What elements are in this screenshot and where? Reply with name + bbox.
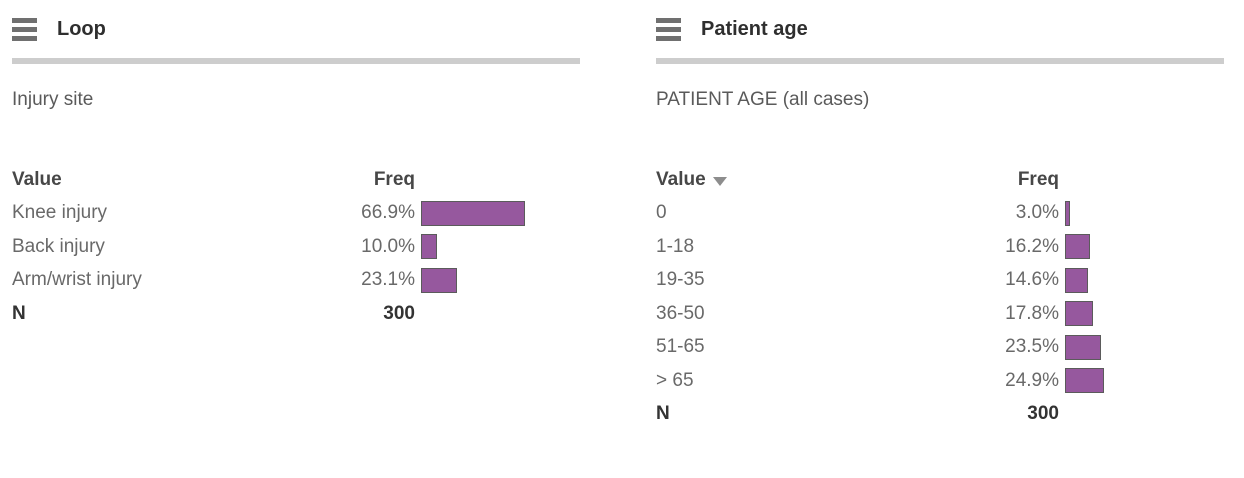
table-row: 36-50 17.8% (656, 297, 1224, 331)
hamburger-icon (12, 17, 37, 41)
row-label: 36-50 (656, 302, 705, 324)
row-label: 51-65 (656, 336, 705, 358)
row-freq: 17.8% (1005, 302, 1059, 324)
widget-subtitle: PATIENT AGE (all cases) (656, 89, 870, 110)
freq-bar (421, 200, 525, 226)
table-rows: 0 3.0% 1-18 16.2% 19-35 14.6% 36-50 17.8… (656, 197, 1224, 398)
row-freq: 16.2% (1005, 235, 1059, 257)
freq-column-header[interactable]: Freq (1017, 168, 1059, 190)
sort-descending-icon (712, 176, 727, 186)
row-freq: 66.9% (361, 202, 415, 224)
divider (656, 58, 1224, 64)
row-freq: 23.1% (361, 269, 415, 291)
freq-bar-cell (1065, 334, 1102, 360)
freq-bar-cell (1065, 234, 1091, 260)
n-total-row: N 300 (656, 398, 1224, 432)
table-rows: Knee injury 66.9% Back injury 10.0% Arm/… (12, 197, 580, 298)
table-header-row: Value Freq (656, 163, 1224, 197)
hamburger-icon (656, 17, 681, 41)
table-row: > 65 24.9% (656, 364, 1224, 398)
row-label: Back injury (12, 235, 105, 257)
widget-header: Patient age (656, 16, 1224, 42)
widget-panel-patient-age: Patient age PATIENT AGE (all cases) Valu… (656, 0, 1224, 431)
table-header-row: Value Freq (12, 163, 580, 197)
n-value: 300 (383, 302, 415, 324)
table-row: 1-18 16.2% (656, 230, 1224, 264)
widget-panel-loop: Loop Injury site Value Freq Knee injury … (12, 0, 580, 331)
freq-bar-cell (1065, 368, 1104, 394)
freq-bar-cell (1065, 267, 1088, 293)
freq-bar (1065, 200, 1070, 226)
row-label: 0 (656, 202, 667, 224)
freq-bar (1065, 301, 1093, 327)
value-column-header-label: Value (656, 168, 706, 190)
row-label: Knee injury (12, 202, 108, 224)
freq-bar (1065, 368, 1104, 394)
freq-table: Value Freq 0 3.0% 1-18 16.2% 19-35 14.6%… (656, 163, 1224, 431)
table-row: 51-65 23.5% (656, 331, 1224, 365)
freq-bar (1065, 267, 1088, 293)
widget-subtitle: Injury site (12, 89, 94, 110)
row-label: > 65 (656, 369, 694, 391)
row-label: Arm/wrist injury (12, 269, 142, 291)
freq-bar (1065, 234, 1091, 260)
widget-menu-button[interactable] (656, 17, 681, 41)
table-row: 0 3.0% (656, 197, 1224, 231)
table-row: Knee injury 66.9% (12, 197, 580, 231)
freq-bar (1065, 334, 1102, 360)
widget-title: Loop (57, 17, 106, 40)
freq-column-header[interactable]: Freq (373, 168, 415, 190)
n-label: N (656, 403, 670, 425)
row-label: 1-18 (656, 235, 695, 257)
value-column-header-label: Value (12, 168, 62, 190)
value-column-header[interactable]: Value (656, 169, 996, 191)
widget-title: Patient age (701, 17, 808, 40)
table-row: Arm/wrist injury 23.1% (12, 264, 580, 298)
freq-bar (421, 267, 457, 293)
n-total-row: N 300 (12, 297, 580, 331)
value-column-header[interactable]: Value (12, 169, 352, 191)
row-freq: 24.9% (1005, 369, 1059, 391)
table-row: Back injury 10.0% (12, 230, 580, 264)
n-value: 300 (1027, 403, 1059, 425)
row-freq: 14.6% (1005, 269, 1059, 291)
freq-bar-cell (421, 234, 437, 260)
freq-bar-cell (1065, 200, 1070, 226)
freq-bar-cell (421, 200, 525, 226)
freq-bar-cell (1065, 301, 1093, 327)
freq-bar-cell (421, 267, 457, 293)
n-label: N (12, 302, 26, 324)
row-label: 19-35 (656, 269, 705, 291)
row-freq: 23.5% (1005, 336, 1059, 358)
divider (12, 58, 580, 64)
widget-header: Loop (12, 16, 580, 42)
freq-bar (421, 234, 437, 260)
row-freq: 3.0% (1015, 202, 1059, 224)
freq-table: Value Freq Knee injury 66.9% Back injury… (12, 163, 580, 331)
row-freq: 10.0% (361, 235, 415, 257)
table-row: 19-35 14.6% (656, 264, 1224, 298)
widget-menu-button[interactable] (12, 17, 37, 41)
